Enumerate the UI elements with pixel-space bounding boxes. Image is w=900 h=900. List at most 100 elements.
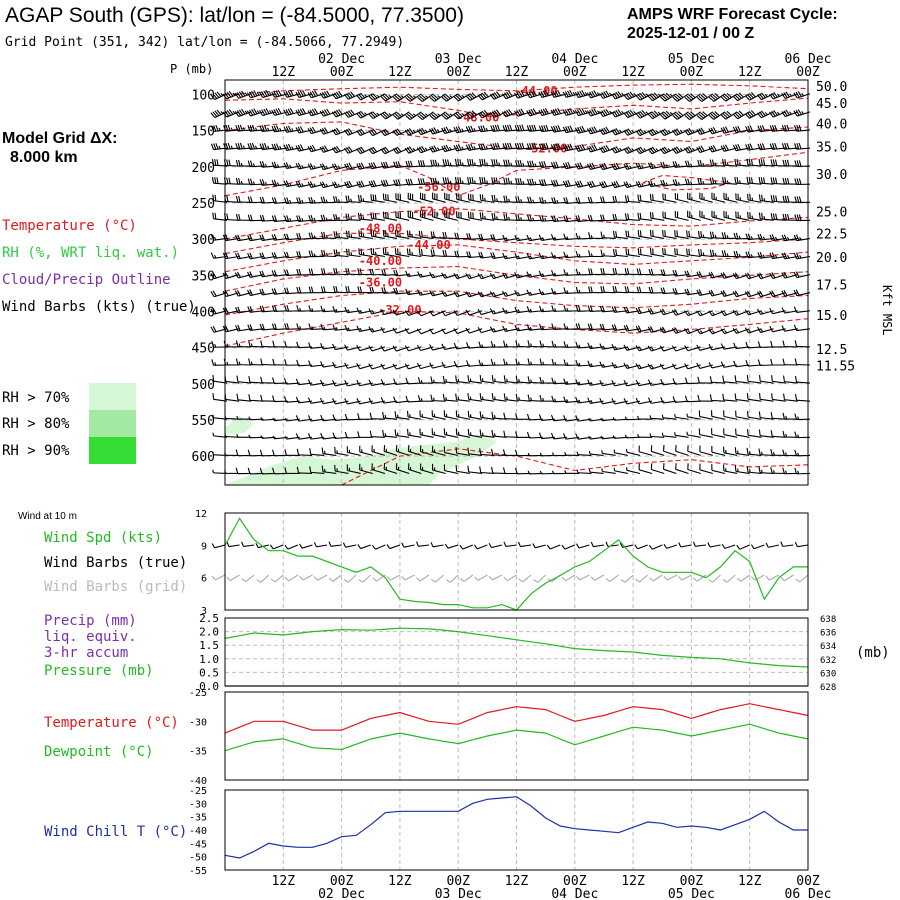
wind-barb-half-feather bbox=[240, 180, 243, 185]
wind-barb-half-feather bbox=[469, 275, 472, 279]
wind-barb-feather bbox=[235, 125, 239, 132]
wind-barb-feather bbox=[441, 328, 446, 335]
wind-barb-half-feather bbox=[674, 432, 676, 436]
wind-barb bbox=[467, 465, 483, 475]
wind-barb-feather bbox=[394, 429, 397, 436]
wind-barb-half-feather bbox=[324, 468, 326, 473]
wind-barb-feather bbox=[358, 93, 364, 100]
wind-barb-feather bbox=[274, 323, 278, 330]
wind-barb-feather bbox=[333, 267, 336, 275]
wind-barb-feather bbox=[457, 144, 462, 151]
wind-barb-feather bbox=[260, 394, 263, 402]
wind-barb bbox=[383, 463, 398, 474]
wind-barb-half-feather bbox=[212, 469, 215, 474]
wind-barb-feather bbox=[249, 143, 253, 150]
wind-barb-half-feather bbox=[408, 291, 411, 295]
wind-barb-feather bbox=[688, 230, 691, 237]
wind-barb-feather bbox=[259, 289, 263, 296]
wind-barb-feather bbox=[479, 429, 482, 436]
wind-barb-feather bbox=[417, 377, 421, 384]
wind-barb-feather bbox=[321, 91, 327, 98]
wind-barb-half-feather bbox=[313, 165, 316, 169]
wind-barb-feather bbox=[422, 178, 426, 185]
wind-barb bbox=[284, 359, 300, 366]
wind-barb-half-feather bbox=[384, 415, 387, 419]
wind-barb-half-feather bbox=[726, 180, 729, 184]
wind-barb-feather bbox=[380, 180, 385, 187]
wind-barb bbox=[235, 142, 252, 150]
wind-barb-feather bbox=[298, 233, 302, 240]
wind-barb-feather bbox=[404, 129, 410, 136]
wind-barb-half-feather bbox=[396, 414, 399, 418]
wind-barb-half-feather bbox=[437, 113, 441, 117]
wind-barb-feather bbox=[371, 286, 375, 293]
wind-barb-feather bbox=[296, 305, 300, 312]
wind-barb-half-feather bbox=[252, 181, 255, 185]
wind-barb-feather bbox=[393, 161, 397, 168]
wind-barb-feather bbox=[333, 128, 339, 135]
wind-barb-feather bbox=[380, 345, 385, 352]
wind-barb-feather bbox=[234, 92, 240, 99]
wind-barb bbox=[247, 467, 264, 475]
wind-barb-staff bbox=[456, 416, 471, 420]
wind-barb-half-feather bbox=[437, 95, 441, 99]
wind-barb-feather bbox=[250, 196, 253, 203]
wind-barb-feather bbox=[441, 290, 446, 297]
wind-barb bbox=[308, 286, 325, 294]
wind-barb-feather bbox=[374, 212, 377, 220]
wind-barb-feather bbox=[332, 380, 336, 387]
wind-barb-feather bbox=[392, 114, 399, 120]
wind-barb bbox=[405, 160, 422, 168]
wind-barb-half-feather bbox=[323, 326, 326, 330]
wind-barb bbox=[479, 158, 495, 167]
pressure-axis-label: P (mb) bbox=[170, 62, 213, 76]
wind-barb-half-feather bbox=[335, 326, 338, 331]
wind-barb-feather bbox=[380, 397, 385, 404]
wind-barb-staff bbox=[687, 400, 701, 403]
wind-barb-half-feather bbox=[408, 273, 411, 277]
wind-barb-staff bbox=[420, 216, 434, 221]
wind-barb-half-feather bbox=[279, 127, 282, 132]
wind-barb-feather bbox=[356, 307, 360, 314]
wind-barb bbox=[444, 210, 458, 221]
wind-barb-grid-feather bbox=[211, 575, 216, 581]
wind-barb-feather bbox=[335, 249, 338, 256]
wind-barb-half-feather bbox=[226, 361, 229, 366]
wind-barb-feather bbox=[469, 93, 475, 99]
wind-barb-staff bbox=[444, 470, 458, 475]
wind-barb bbox=[405, 178, 422, 186]
wind-barb-half-feather bbox=[371, 328, 375, 332]
wind-barb-feather bbox=[394, 129, 400, 135]
wind-barb-feather bbox=[236, 375, 239, 382]
wind-barb-feather bbox=[295, 181, 300, 188]
wind-barb-half-feather bbox=[238, 343, 241, 347]
wind-barb-half-feather bbox=[444, 292, 448, 296]
wind-barb-feather bbox=[686, 248, 688, 255]
grid-point-label: Grid Point (351, 342) lat/lon = (-84.506… bbox=[5, 35, 404, 50]
wind-barb bbox=[392, 128, 410, 136]
wind-barb-half-feather bbox=[436, 147, 440, 151]
wind-barb-feather bbox=[405, 115, 411, 120]
wind-barb-feather bbox=[285, 109, 290, 116]
wind-barb-feather bbox=[358, 129, 363, 135]
wind-barb-feather bbox=[372, 93, 378, 99]
wind-barb-staff bbox=[359, 235, 373, 239]
wind-barb-staff bbox=[468, 364, 483, 367]
wind-barb bbox=[235, 159, 252, 167]
wind-barb-feather bbox=[286, 233, 290, 240]
wind-barb-feather bbox=[297, 91, 302, 98]
wind-barb-staff bbox=[347, 219, 361, 221]
wind-barb-feather bbox=[407, 178, 411, 186]
wind-barb-feather bbox=[273, 288, 278, 295]
wind-barb bbox=[430, 394, 446, 402]
wind-barb-feather bbox=[445, 112, 451, 118]
wind-barb-feather bbox=[408, 94, 415, 100]
wind-barb bbox=[272, 449, 288, 457]
wind-barb-half-feather bbox=[737, 450, 739, 454]
wind-barb-feather bbox=[421, 112, 427, 118]
wind-barb-feather bbox=[271, 252, 275, 259]
wind-barb-feather bbox=[247, 289, 251, 296]
wind-barb-feather bbox=[338, 108, 343, 115]
wind-barb-half-feather bbox=[362, 216, 365, 220]
wind-barb-feather bbox=[429, 115, 435, 120]
